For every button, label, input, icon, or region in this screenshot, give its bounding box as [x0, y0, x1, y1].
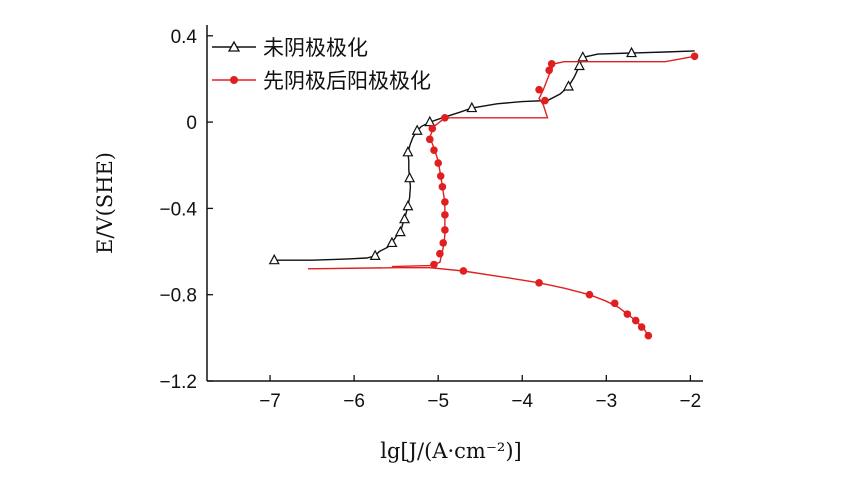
x-tick-label: −4: [511, 391, 533, 412]
circle-marker: [535, 279, 543, 287]
circle-marker: [610, 299, 619, 308]
triangle-marker: [424, 115, 436, 127]
triangle-marker: [369, 249, 381, 260]
axes: [206, 25, 703, 382]
tick-labels: −7 −6 −5 −4 −3 −2 0.4 0 −0.4 −0.8 −1.2: [159, 27, 701, 412]
circle-marker: [535, 85, 543, 94]
circle-marker: [430, 260, 438, 269]
y-tick-label: −0.4: [159, 199, 197, 220]
circle-marker: [441, 226, 449, 234]
legend-label-1: 先阴极后阳极极化: [263, 69, 431, 93]
circle-marker: [425, 135, 434, 144]
tick-marks: [207, 35, 692, 382]
triangle-marker: [402, 146, 414, 157]
series-line-cathodic: [307, 267, 649, 337]
triangle-marker: [386, 236, 398, 248]
triangle-marker: [562, 80, 574, 91]
y-tick-label: −0.8: [159, 286, 197, 307]
triangle-marker: [577, 51, 589, 62]
circle-marker: [436, 249, 444, 258]
circle-marker: [690, 52, 699, 61]
circle-marker: [439, 239, 448, 247]
circle-marker: [585, 290, 594, 299]
legend-item-1: 先阴极后阳极极化: [212, 69, 431, 93]
y-tick-label: −1.2: [159, 372, 197, 393]
x-axis-title: lg[J/(A·cm⁻²)]: [380, 439, 521, 463]
circle-marker: [430, 146, 438, 154]
legend-label-0: 未阴极极化: [263, 36, 368, 60]
x-tick-label: −3: [595, 391, 617, 412]
legend-item-0: 未阴极极化: [212, 36, 368, 60]
circle-marker: [438, 183, 447, 191]
circle-marker: [434, 159, 442, 167]
circle-marker: [541, 96, 549, 105]
y-axis-title: E/V(SHE): [93, 152, 117, 254]
triangle-marker: [402, 199, 414, 211]
x-tick-label: −7: [259, 391, 281, 412]
circle-marker: [644, 331, 653, 340]
circle-marker: [428, 124, 437, 133]
circle-marker: [459, 267, 468, 275]
circle-marker: [441, 113, 449, 122]
circle-marker: [545, 66, 553, 75]
circle-marker: [441, 211, 449, 219]
triangle-marker: [404, 171, 416, 183]
triangle-marker: [411, 124, 423, 135]
series-layer: [268, 46, 699, 340]
circle-marker: [637, 323, 646, 331]
circle-marker: [631, 316, 640, 325]
legend-marker-triangle: [227, 40, 241, 52]
triangle-marker: [626, 46, 638, 58]
circle-marker: [441, 198, 449, 206]
y-tick-label: 0.4: [171, 27, 198, 48]
circle-marker: [623, 310, 632, 318]
triangle-marker: [573, 59, 585, 71]
triangle-marker: [268, 253, 280, 265]
triangle-marker: [466, 101, 478, 113]
triangle-marker: [399, 212, 411, 224]
circle-marker: [547, 60, 556, 68]
legend-marker-circle: [230, 76, 238, 84]
x-tick-label: −2: [680, 391, 702, 412]
x-tick-label: −6: [343, 391, 365, 412]
x-tick-label: −5: [427, 391, 449, 412]
legend: 未阴极极化 先阴极后阳极极化: [212, 36, 431, 93]
triangle-marker: [394, 225, 406, 237]
y-tick-label: 0: [186, 113, 197, 134]
circle-marker: [436, 172, 445, 180]
